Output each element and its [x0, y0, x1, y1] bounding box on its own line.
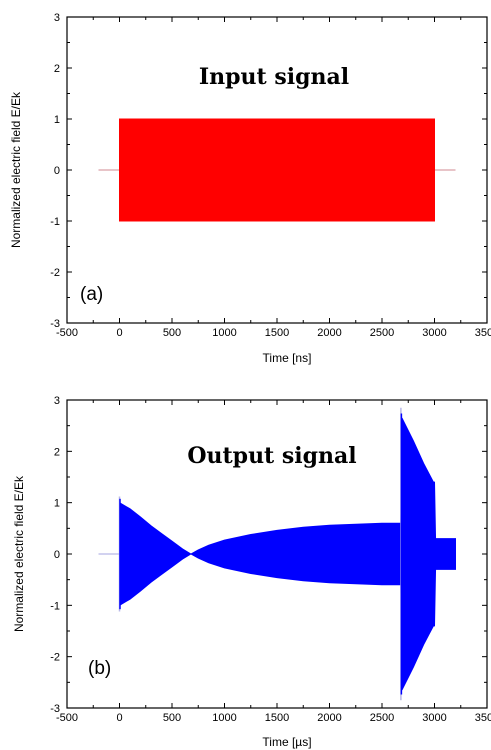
chart-title: Output signal	[187, 443, 356, 469]
panel-label: (a)	[80, 284, 103, 305]
x-tick-label: 2000	[317, 327, 341, 339]
x-tick-label: 1500	[265, 327, 289, 339]
chart-title: Input signal	[199, 64, 349, 90]
y-tick-label: 3	[54, 12, 60, 24]
y-axis-label: Normalized electric field E/Ek	[9, 91, 23, 248]
x-tick-label: 3500	[475, 712, 491, 724]
signal-area	[119, 118, 435, 222]
x-tick-label: 3500	[475, 327, 491, 339]
y-tick-label: 3	[54, 395, 60, 407]
y-tick-label: -3	[50, 318, 60, 330]
x-tick-label: 0	[116, 327, 122, 339]
x-tick-label: 1000	[212, 327, 236, 339]
chart-panel-b: -500 0 500 1000 1500 2000 2500 3000 3500 3 2 1 0 -1 -2…	[12, 395, 491, 749]
chart-panel-a: -500 0 500 1000 1500 2000 2500 3000 3500 3 2 1 0 -1 -2…	[9, 12, 491, 365]
y-axis-label: Normalized electric field E/Ek	[12, 475, 26, 632]
y-tick-label: 2	[54, 63, 60, 75]
x-tick-label: 1000	[212, 712, 236, 724]
y-tick-label: -3	[50, 703, 60, 715]
y-tick-label: 1	[54, 498, 60, 510]
x-tick-label: 2500	[370, 712, 394, 724]
x-tick-label: 0	[116, 712, 122, 724]
y-tick-label: 0	[54, 165, 60, 177]
x-tick-label: 500	[163, 327, 181, 339]
x-axis-label: Time [ns]	[263, 351, 312, 365]
x-tick-label: 2500	[370, 327, 394, 339]
x-tick-label: 3000	[422, 712, 446, 724]
x-tick-label: -500	[56, 712, 78, 724]
y-tick-label: -2	[50, 267, 60, 279]
x-tick-label: 500	[163, 712, 181, 724]
panel-label: (b)	[88, 658, 111, 679]
y-tick-label: -2	[50, 652, 60, 664]
x-tick-label: 1500	[265, 712, 289, 724]
y-tick-label: 2	[54, 446, 60, 458]
x-axis-label: Time [µs]	[262, 735, 311, 749]
x-tick-label: 2000	[317, 712, 341, 724]
y-tick-label: -1	[50, 600, 60, 612]
signal-area	[119, 417, 456, 691]
y-tick-label: 0	[54, 549, 60, 561]
y-tick-label: 1	[54, 114, 60, 126]
x-tick-label: 3000	[422, 327, 446, 339]
y-tick-label: -1	[50, 216, 60, 228]
x-tick-label: -500	[56, 327, 78, 339]
